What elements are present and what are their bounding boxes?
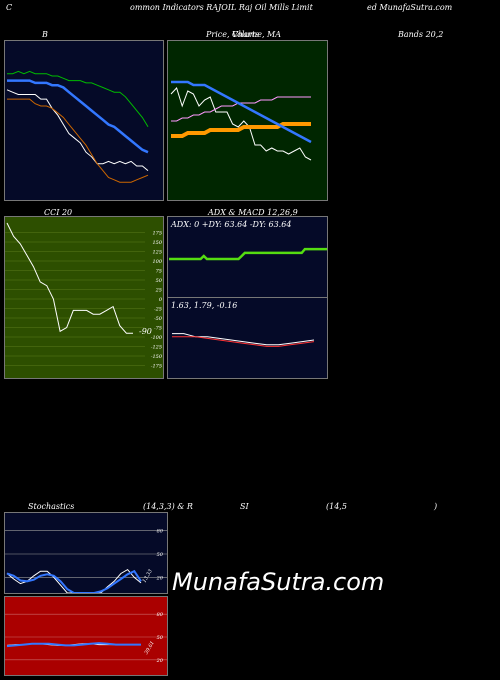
cci-title: CCI 20: [44, 208, 73, 217]
cci-tick-label-5: 50: [156, 278, 163, 284]
cci-chart: 175 150 125 100 75 50 25 0 -25 -50 -75 -100 -125 -150…: [5, 222, 163, 370]
stoch-title-e: ): [434, 502, 438, 511]
rsi-panel: 80 50 20 39.61: [4, 596, 168, 676]
adx-macd-title: ADX & MACD 12,26,9: [208, 208, 298, 217]
macd-panel: [167, 297, 328, 379]
cci-tick-label-6: 25: [155, 288, 162, 294]
cci-line: [6, 222, 133, 334]
price-title: Price, Volume, MA: [206, 30, 282, 39]
adx-panel: [167, 216, 328, 298]
price-panel: [167, 40, 328, 201]
stoch-tick-label-0: 80: [157, 529, 164, 535]
price-chart: [170, 80, 312, 161]
cci-tick-label-10: -75: [154, 326, 162, 332]
cci-tick-label-14: -175: [151, 364, 162, 370]
macd-readout: 1.63, 1.79, -0.16: [171, 301, 238, 310]
adx-line: [169, 247, 327, 261]
cci-tick-label-3: 100: [152, 259, 162, 265]
cci-tick-label-13: -150: [151, 354, 163, 360]
cci-tick-label-4: 75: [156, 269, 162, 275]
cci-last-label: -90: [139, 327, 152, 336]
stoch-title-b: (14,3,3) & R: [143, 502, 193, 511]
cci-panel: 175 150 125 100 75 50 25 0 -25 -50 -75 -100 -125 -150…: [4, 216, 164, 379]
stoch-series-line-1: [6, 569, 142, 593]
cci-tick-label-9: -50: [154, 316, 163, 322]
rsi-series-line-1: [6, 642, 141, 648]
stoch-title-a: Stochastics: [28, 502, 75, 511]
macd-chart: [172, 333, 315, 347]
stoch-tick-label-1: 50: [157, 552, 164, 558]
stoch-last-label: 13.33: [142, 568, 154, 583]
cci-tick-label-2: 125: [152, 250, 162, 256]
cci-tick-label-11: -100: [151, 335, 163, 341]
cci-tick-label-12: -125: [151, 345, 162, 351]
header-left: C: [6, 3, 13, 12]
price-title-overlap: Charts: [232, 30, 260, 39]
rsi-tick-label-1: 50: [157, 635, 164, 641]
price-series-line-2: [171, 122, 311, 138]
macd-series-line-1: [172, 336, 315, 347]
price-series-line-0: [170, 87, 312, 161]
cci-tick-label-1: 150: [152, 240, 162, 246]
cci-tick-label-7: 0: [159, 297, 163, 303]
bollinger-panel: [4, 40, 164, 201]
bb-series-line-0: [7, 70, 149, 128]
bollinger-chart: [6, 70, 149, 183]
stoch-tick-label-2: 20: [156, 575, 164, 581]
bb-series-line-3: [7, 98, 149, 183]
watermark: MunafaSutra.com: [172, 568, 385, 596]
bands-title: Bands 20,2: [398, 30, 444, 39]
adx-chart: [169, 247, 327, 261]
stoch-series-line-0: [6, 568, 142, 593]
price-series-line-3: [171, 80, 312, 144]
stoch-title-d: (14,5: [326, 502, 347, 511]
adx-readout: ADX: 0 +DY: 63.64 -DY: 63.64: [171, 220, 292, 229]
stochastics-panel: 80 50 20 13.33: [4, 512, 168, 594]
header-right: ed MunafaSutra.com: [367, 3, 453, 12]
bb-series-line-1: [7, 79, 149, 154]
bb-title: B: [42, 30, 48, 39]
bb-series-line-2: [6, 89, 149, 171]
stoch-title-c: SI: [240, 502, 249, 511]
cci-tick-label-8: -25: [154, 307, 162, 313]
cci-tick-label-0: 175: [152, 231, 162, 237]
header-center: ommon Indicators RAJOIL Raj Oil Mills Li…: [130, 3, 313, 12]
rsi-last-label: 39.61: [144, 640, 156, 655]
rsi-tick-label-0: 80: [157, 612, 164, 618]
price-series-line-1: [171, 96, 311, 122]
rsi-tick-label-2: 20: [156, 658, 164, 664]
